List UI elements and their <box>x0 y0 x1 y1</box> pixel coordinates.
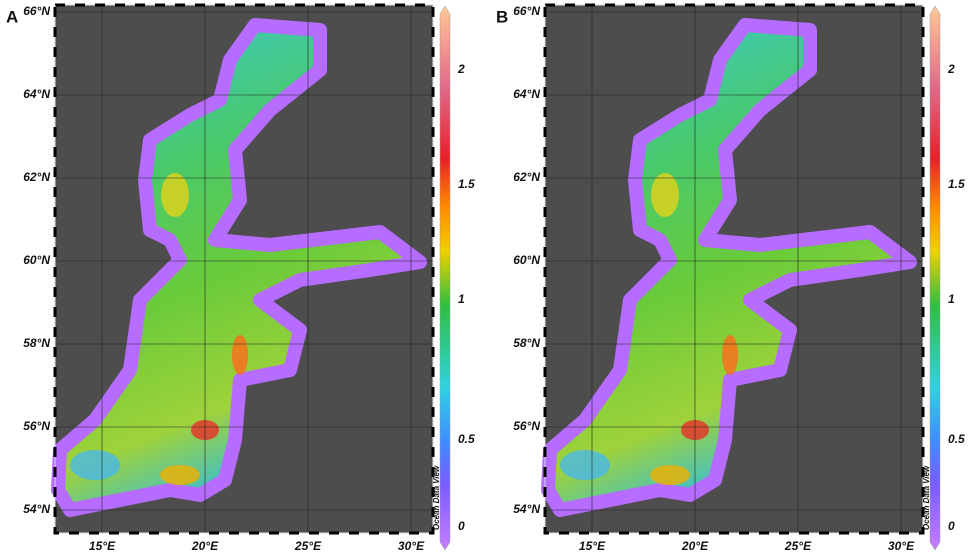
lat-label: 56°N <box>513 419 540 433</box>
lat-label: 58°N <box>23 336 50 350</box>
colorbar-tick-label: 1.5 <box>948 177 965 191</box>
lon-label: 30°E <box>398 539 425 553</box>
lon-label: 15°E <box>579 539 606 553</box>
lon-label: 20°E <box>681 539 709 553</box>
lat-label: 64°N <box>513 87 540 101</box>
frame-border <box>53 3 435 535</box>
map-panel: A 66°N 64°N 62°N 60°N 58°N 56°N 54°N 15°E 20°E 25°… <box>6 3 475 553</box>
frame-border-light <box>54 4 434 534</box>
watermark: Ocean Data View <box>922 465 931 530</box>
colorbar-tick-label: 0 <box>948 519 955 533</box>
colorbar-tick-label: 2 <box>947 62 955 76</box>
lat-label: 54°N <box>513 502 540 516</box>
watermark: Ocean Data View <box>432 465 441 530</box>
colorbar <box>929 5 941 551</box>
colorbar-tick-label: 0.5 <box>948 432 965 446</box>
lon-label: 25°E <box>294 539 322 553</box>
lat-label: 66°N <box>23 4 50 18</box>
lat-label: 62°N <box>23 170 50 184</box>
map-panel: B 66°N 64°N 62°N 60°N 58°N 56°N 54°N 15°E 20°E 25°… <box>496 3 965 553</box>
colorbar-tick-label: 1.5 <box>458 177 475 191</box>
lat-label: 64°N <box>23 87 50 101</box>
colorbar-tick-label: 1 <box>458 292 465 306</box>
lat-label: 56°N <box>23 419 50 433</box>
colorbar-tick-label: 0.5 <box>458 432 475 446</box>
colorbar-tick-label: 1 <box>948 292 955 306</box>
lon-label: 20°E <box>191 539 219 553</box>
colorbar <box>439 5 451 551</box>
lat-label: 62°N <box>513 170 540 184</box>
panel-label: B <box>496 7 508 26</box>
lat-label: 54°N <box>23 502 50 516</box>
panel-label: A <box>6 7 18 26</box>
colorbar-tick-label: 2 <box>457 62 465 76</box>
lat-label: 60°N <box>23 253 50 267</box>
lon-label: 30°E <box>888 539 915 553</box>
lat-label: 58°N <box>513 336 540 350</box>
colorbar-tick-label: 0 <box>458 519 465 533</box>
frame-border <box>543 3 925 535</box>
frame-border-light <box>544 4 924 534</box>
lon-label: 25°E <box>784 539 812 553</box>
lat-label: 66°N <box>513 4 540 18</box>
lon-label: 15°E <box>89 539 116 553</box>
lat-label: 60°N <box>513 253 540 267</box>
